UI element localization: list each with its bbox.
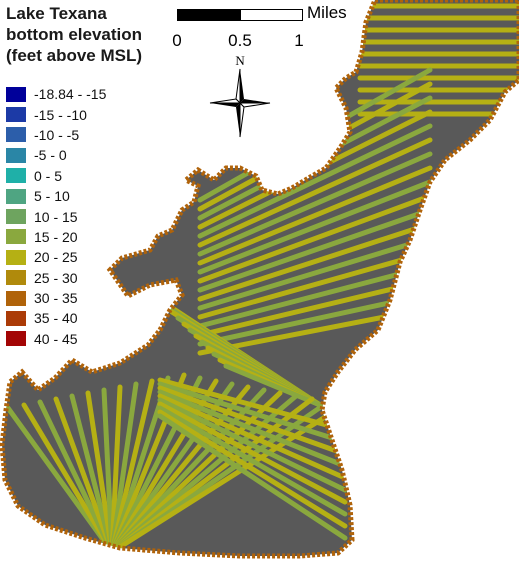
legend: -18.84 - -15 -15 - -10 -10 - -5 -5 - 0 0 - 5…: [6, 84, 106, 349]
legend-item: 30 - 35: [6, 288, 106, 308]
legend-item: -10 - -5: [6, 125, 106, 145]
legend-swatch: [6, 86, 26, 102]
transect-line: [197, 221, 433, 302]
transect-line: [109, 384, 123, 555]
transect-line: [197, 165, 433, 266]
transect-line: [21, 402, 115, 555]
transect-line: [157, 389, 348, 469]
legend-swatch: [6, 168, 26, 184]
legend-swatch: [6, 249, 26, 265]
transect-line: [69, 393, 115, 555]
legend-item: 20 - 25: [6, 247, 106, 267]
legend-item: 40 - 45: [6, 329, 106, 349]
legend-label: 0 - 5: [34, 167, 63, 184]
transect-line: [101, 387, 115, 555]
scale-tick: 0: [172, 31, 182, 50]
legend-label: 10 - 15: [34, 208, 78, 225]
legend-label: 40 - 45: [34, 330, 78, 347]
transect-line: [157, 393, 348, 481]
transect-line: [197, 193, 433, 284]
legend-item: 10 - 15: [6, 206, 106, 226]
legend-label: -18.84 - -15: [34, 86, 107, 103]
legend-item: 5 - 10: [6, 186, 106, 206]
legend-label: 15 - 20: [34, 228, 78, 245]
transect-line: [197, 235, 433, 311]
legend-label: 35 - 40: [34, 310, 78, 327]
scale-tick: 0.5: [228, 31, 252, 50]
transect-line: [157, 405, 348, 517]
legend-item: -18.84 - -15: [6, 84, 106, 104]
legend-swatch: [6, 127, 26, 143]
north-label: N: [235, 53, 245, 68]
legend-title: Lake Texana bottom elevation (feet above…: [6, 3, 181, 66]
transect-line: [157, 385, 348, 457]
transect-line: [5, 405, 115, 555]
transect-line: [197, 263, 433, 329]
transect-line: [85, 390, 115, 555]
scale-segment-white: [240, 9, 303, 21]
legend-swatch: [6, 209, 26, 225]
transect-line: [223, 363, 323, 408]
legend-item: 15 - 20: [6, 227, 106, 247]
transect-line: [197, 123, 433, 239]
legend-swatch: [6, 290, 26, 306]
legend-label: 25 - 30: [34, 269, 78, 286]
transect-line: [197, 179, 433, 275]
transect-line: [37, 399, 115, 555]
legend-item: 25 - 30: [6, 268, 106, 288]
scale-tick: 1: [294, 31, 304, 50]
legend-swatch: [6, 331, 26, 347]
transect-line: [157, 377, 348, 433]
legend-title-line: Lake Texana: [6, 4, 107, 23]
legend-item: 35 - 40: [6, 308, 106, 328]
north-arrow-icon: N: [209, 53, 271, 138]
legend-item: 0 - 5: [6, 166, 106, 186]
legend-swatch: [6, 188, 26, 204]
legend-label: 5 - 10: [34, 188, 70, 205]
legend-swatch: [6, 107, 26, 123]
transect-line: [197, 151, 433, 257]
legend-title-line: bottom elevation: [6, 25, 143, 44]
legend-label: -5 - 0: [34, 147, 67, 164]
scale-unit: Miles: [307, 3, 347, 22]
transect-line: [157, 381, 348, 445]
transect-line: [157, 401, 348, 505]
legend-label: -15 - -10: [34, 106, 87, 123]
scale-segment-black: [177, 9, 240, 21]
transect-line: [197, 249, 433, 320]
transect-line: [53, 396, 115, 555]
legend-swatch: [6, 147, 26, 163]
legend-item: -15 - -10: [6, 104, 106, 124]
transect-line: [157, 413, 348, 541]
legend-label: 30 - 35: [34, 290, 78, 307]
transect-line: [197, 207, 433, 293]
legend-item: -5 - 0: [6, 145, 106, 165]
legend-swatch: [6, 270, 26, 286]
transect-line: [197, 137, 433, 248]
legend-title-line: (feet above MSL): [6, 46, 143, 65]
transect-line: [157, 409, 348, 529]
legend-label: 20 - 25: [34, 249, 78, 266]
legend-label: -10 - -5: [34, 126, 80, 143]
legend-swatch: [6, 310, 26, 326]
transect-line: [157, 397, 348, 493]
legend-swatch: [6, 229, 26, 245]
